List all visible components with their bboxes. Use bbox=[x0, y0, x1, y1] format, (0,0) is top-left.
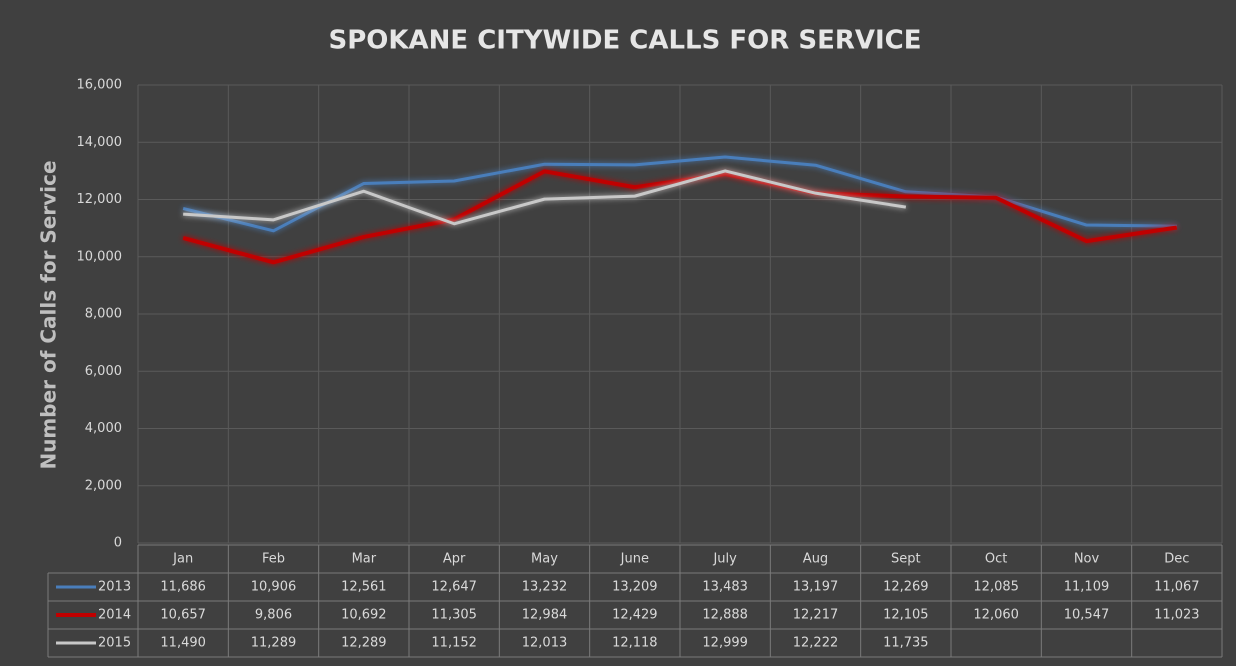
x-tick-label: Sept bbox=[891, 552, 921, 567]
table-value: 11,289 bbox=[251, 636, 297, 651]
table-value: 11,686 bbox=[160, 580, 206, 595]
x-tick-label: July bbox=[712, 552, 737, 567]
y-tick-label: 0 bbox=[114, 536, 122, 551]
table-value: 13,483 bbox=[702, 580, 748, 595]
y-tick-label: 6,000 bbox=[85, 364, 122, 379]
table-value: 12,647 bbox=[431, 580, 477, 595]
table-value: 12,999 bbox=[702, 636, 748, 651]
chart-title: SPOKANE CITYWIDE CALLS FOR SERVICE bbox=[329, 26, 922, 56]
table-value: 12,561 bbox=[341, 580, 387, 595]
table-value: 11,023 bbox=[1154, 608, 1200, 623]
series-line bbox=[182, 169, 1178, 265]
x-tick-label: Nov bbox=[1074, 552, 1100, 567]
y-tick-label: 14,000 bbox=[77, 135, 123, 150]
y-tick-label: 12,000 bbox=[77, 192, 123, 207]
table-value: 10,692 bbox=[341, 608, 387, 623]
series-line bbox=[183, 169, 907, 226]
table-value: 13,232 bbox=[522, 580, 568, 595]
table-value: 13,197 bbox=[793, 580, 839, 595]
legend-label: 2014 bbox=[98, 608, 131, 623]
y-tick-label: 4,000 bbox=[85, 421, 122, 436]
table-value: 11,305 bbox=[431, 608, 477, 623]
x-tick-label: Feb bbox=[262, 552, 285, 567]
table-value: 12,888 bbox=[702, 608, 748, 623]
x-tick-label: Jan bbox=[172, 552, 193, 567]
table-value: 13,209 bbox=[612, 580, 658, 595]
table-value: 10,906 bbox=[251, 580, 297, 595]
table-value: 12,118 bbox=[612, 636, 658, 651]
x-tick-label: Oct bbox=[985, 552, 1007, 567]
table-value: 9,806 bbox=[255, 608, 292, 623]
x-tick-label: Mar bbox=[352, 552, 377, 567]
y-tick-label: 16,000 bbox=[77, 78, 123, 93]
table-value: 11,109 bbox=[1064, 580, 1110, 595]
x-tick-label: June bbox=[620, 552, 649, 567]
table-value: 11,067 bbox=[1154, 580, 1200, 595]
legend-label: 2015 bbox=[98, 636, 131, 651]
y-tick-label: 2,000 bbox=[85, 478, 122, 493]
table-value: 12,222 bbox=[793, 636, 839, 651]
table-value: 12,105 bbox=[883, 608, 929, 623]
table-value: 10,547 bbox=[1064, 608, 1110, 623]
table-value: 12,289 bbox=[341, 636, 387, 651]
table-value: 11,735 bbox=[883, 636, 929, 651]
x-tick-label: May bbox=[531, 552, 558, 567]
table-value: 12,217 bbox=[793, 608, 839, 623]
table-value: 11,490 bbox=[160, 636, 206, 651]
legend-label: 2013 bbox=[98, 580, 131, 595]
table-value: 11,152 bbox=[431, 636, 477, 651]
series-line bbox=[182, 155, 1177, 233]
y-axis-label: Number of Calls for Service bbox=[37, 160, 61, 469]
table-value: 12,060 bbox=[973, 608, 1019, 623]
table-value: 12,269 bbox=[883, 580, 929, 595]
y-tick-label: 8,000 bbox=[85, 307, 122, 322]
table-value: 12,013 bbox=[522, 636, 568, 651]
table-value: 12,085 bbox=[973, 580, 1019, 595]
table-value: 10,657 bbox=[160, 608, 206, 623]
table-value: 12,429 bbox=[612, 608, 658, 623]
table-value: 12,984 bbox=[522, 608, 568, 623]
x-tick-label: Apr bbox=[443, 552, 466, 567]
y-tick-label: 10,000 bbox=[77, 249, 123, 264]
x-tick-label: Dec bbox=[1164, 552, 1189, 567]
x-tick-label: Aug bbox=[803, 552, 828, 567]
